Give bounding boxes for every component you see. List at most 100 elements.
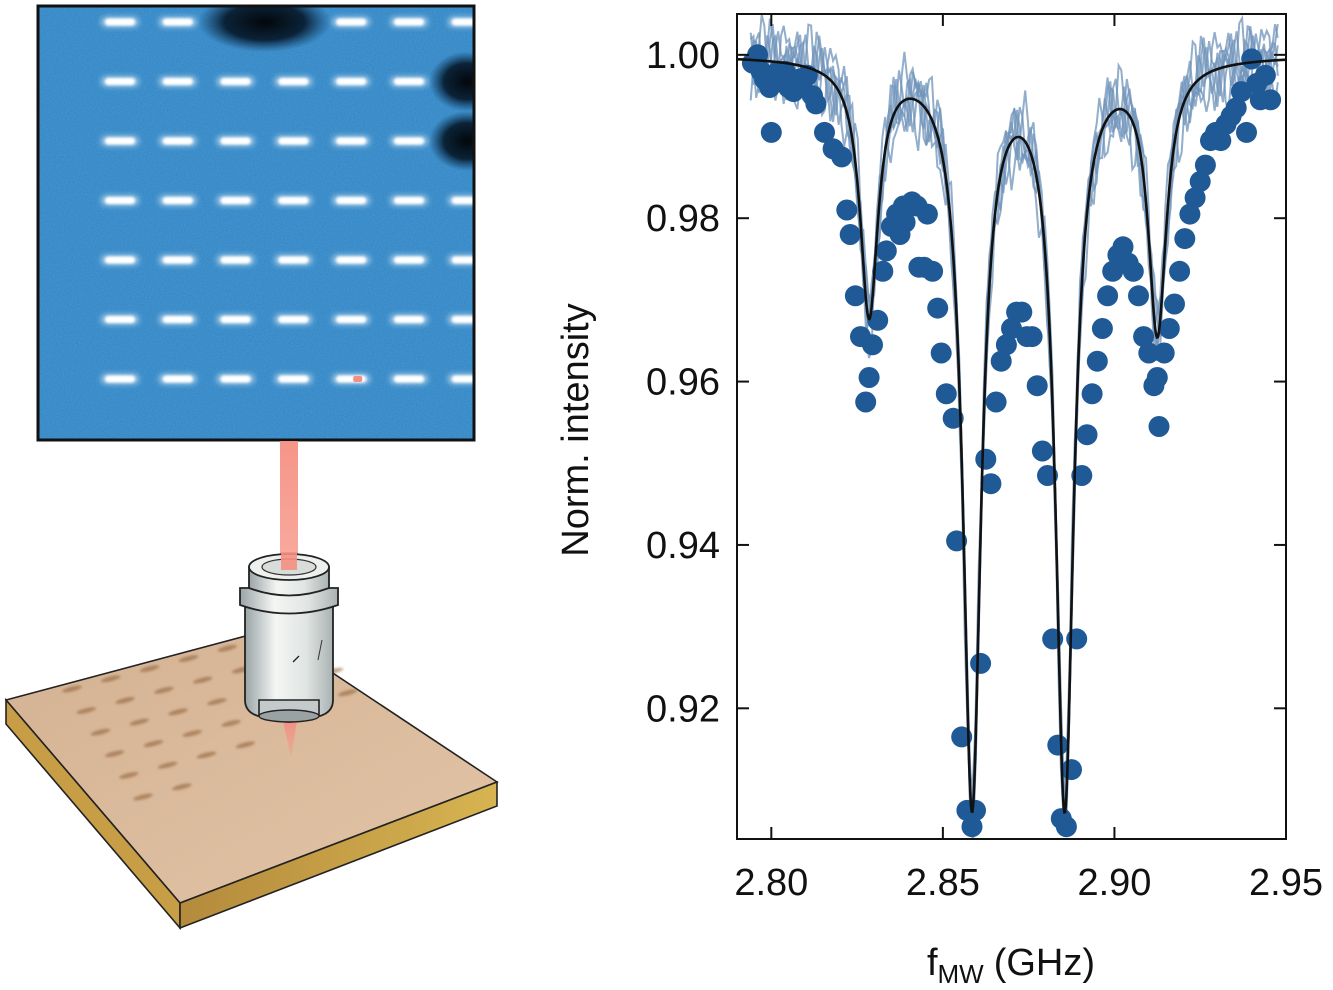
data-point [805,93,827,115]
data-point [1076,424,1098,446]
sample-front-side [179,780,498,930]
y-tick-label: 0.94 [646,525,720,567]
sample-mark [119,772,139,779]
data-point [1133,326,1155,348]
data-point [1260,89,1282,111]
fit-curve [737,57,1286,814]
fluorescent-spot [278,375,309,383]
data-point [922,260,944,282]
data-point [961,816,983,838]
laser-beam [280,441,298,581]
fluorescent-spot [394,197,424,204]
data-point [1254,64,1276,86]
data-point [1184,187,1206,209]
data-point [935,383,957,405]
fluorescent-spot [162,316,193,323]
fluorescent-spot [336,316,367,323]
map-frame [36,4,476,442]
data-point [1122,260,1144,282]
fluorescent-spot [162,256,193,264]
fluorescent-spot [162,78,193,85]
x-axis-label-main: f [927,942,938,984]
microscope-objective-icon [239,552,339,723]
data-point [1225,97,1247,119]
x-axis-label: fMW (GHz) [927,942,1095,989]
sample-mark [192,676,213,684]
data-point [836,199,858,221]
laser-spot-highlight [353,376,363,382]
fluorescent-spot [105,137,135,145]
data-point [1236,121,1257,143]
x-axis-label-unit: (GHz) [994,942,1095,984]
map-spot-array [101,17,474,384]
fluorescent-spot [451,256,474,264]
data-point [1128,285,1149,307]
map-dark-blobs [197,6,474,171]
y-tick-label: 0.92 [646,688,720,730]
sample-mark [90,728,111,736]
data-point [1179,203,1201,225]
data-point [814,121,835,143]
data-point [1146,367,1168,388]
data-point [872,260,894,282]
sample-mark [101,675,121,683]
sample-mark [129,718,149,726]
data-point [1061,759,1082,781]
data-point [1158,318,1180,339]
data-point [995,334,1017,356]
data-point [875,240,897,262]
objective-mark [292,655,300,663]
fluorescent-spot [220,375,251,383]
data-point [985,391,1007,413]
fluorescent-spot [162,137,193,145]
data-point [844,285,866,307]
fluorescent-spot [162,197,193,204]
data-point [1174,228,1196,250]
sample-mark [221,719,241,727]
y-axis-label: Norm. intensity [555,303,597,556]
sample-mark [337,689,358,697]
fluorescent-spot [278,256,309,264]
fluorescent-spot [278,78,309,85]
fluorescent-spot [394,137,424,145]
data-point [1037,465,1058,486]
fluorescent-spot [451,197,474,204]
data-point [1241,48,1263,70]
fluorescent-spot [278,197,309,204]
y-tick-label: 0.96 [646,362,720,404]
sample-mark [62,685,82,693]
fluorescent-spot [394,375,424,383]
y-tick-label: 0.98 [646,198,720,240]
data-point [1086,350,1108,372]
data-point [930,342,952,364]
x-axis-label-sub: MW [938,959,985,989]
fluorescent-spot [105,78,135,85]
fluorescent-spot [451,18,474,26]
data-point [894,211,916,233]
data-point [1138,342,1160,364]
fluorescent-spot [162,375,193,383]
sample-mark [168,708,188,716]
fluorescent-spot [336,78,367,85]
data-point [1230,81,1252,103]
data-point [1194,154,1216,176]
fluorescent-spot [336,137,367,145]
sample-mark [133,793,153,801]
data-point [1102,260,1124,282]
data-point [1071,465,1093,486]
data-point [927,297,949,319]
laser-in-aperture [281,552,297,570]
data-point [862,334,883,356]
odmr-chart: 2.80 2.85 2.90 2.95 0.92 0.94 0.96 0.98 1.00 Nor… [555,13,1323,989]
data-point [1001,318,1022,339]
objective-body [244,606,334,717]
sample-mark [235,741,256,749]
data-point [942,407,964,429]
fluorescent-spot [394,316,424,323]
sample-mark [76,707,96,714]
fluorescent-spot [220,78,251,85]
data-point [1164,293,1185,315]
data-point [990,350,1012,372]
axis-ticks: 2.80 2.85 2.90 2.95 0.92 0.94 0.96 0.98 1.00 [646,14,1323,904]
